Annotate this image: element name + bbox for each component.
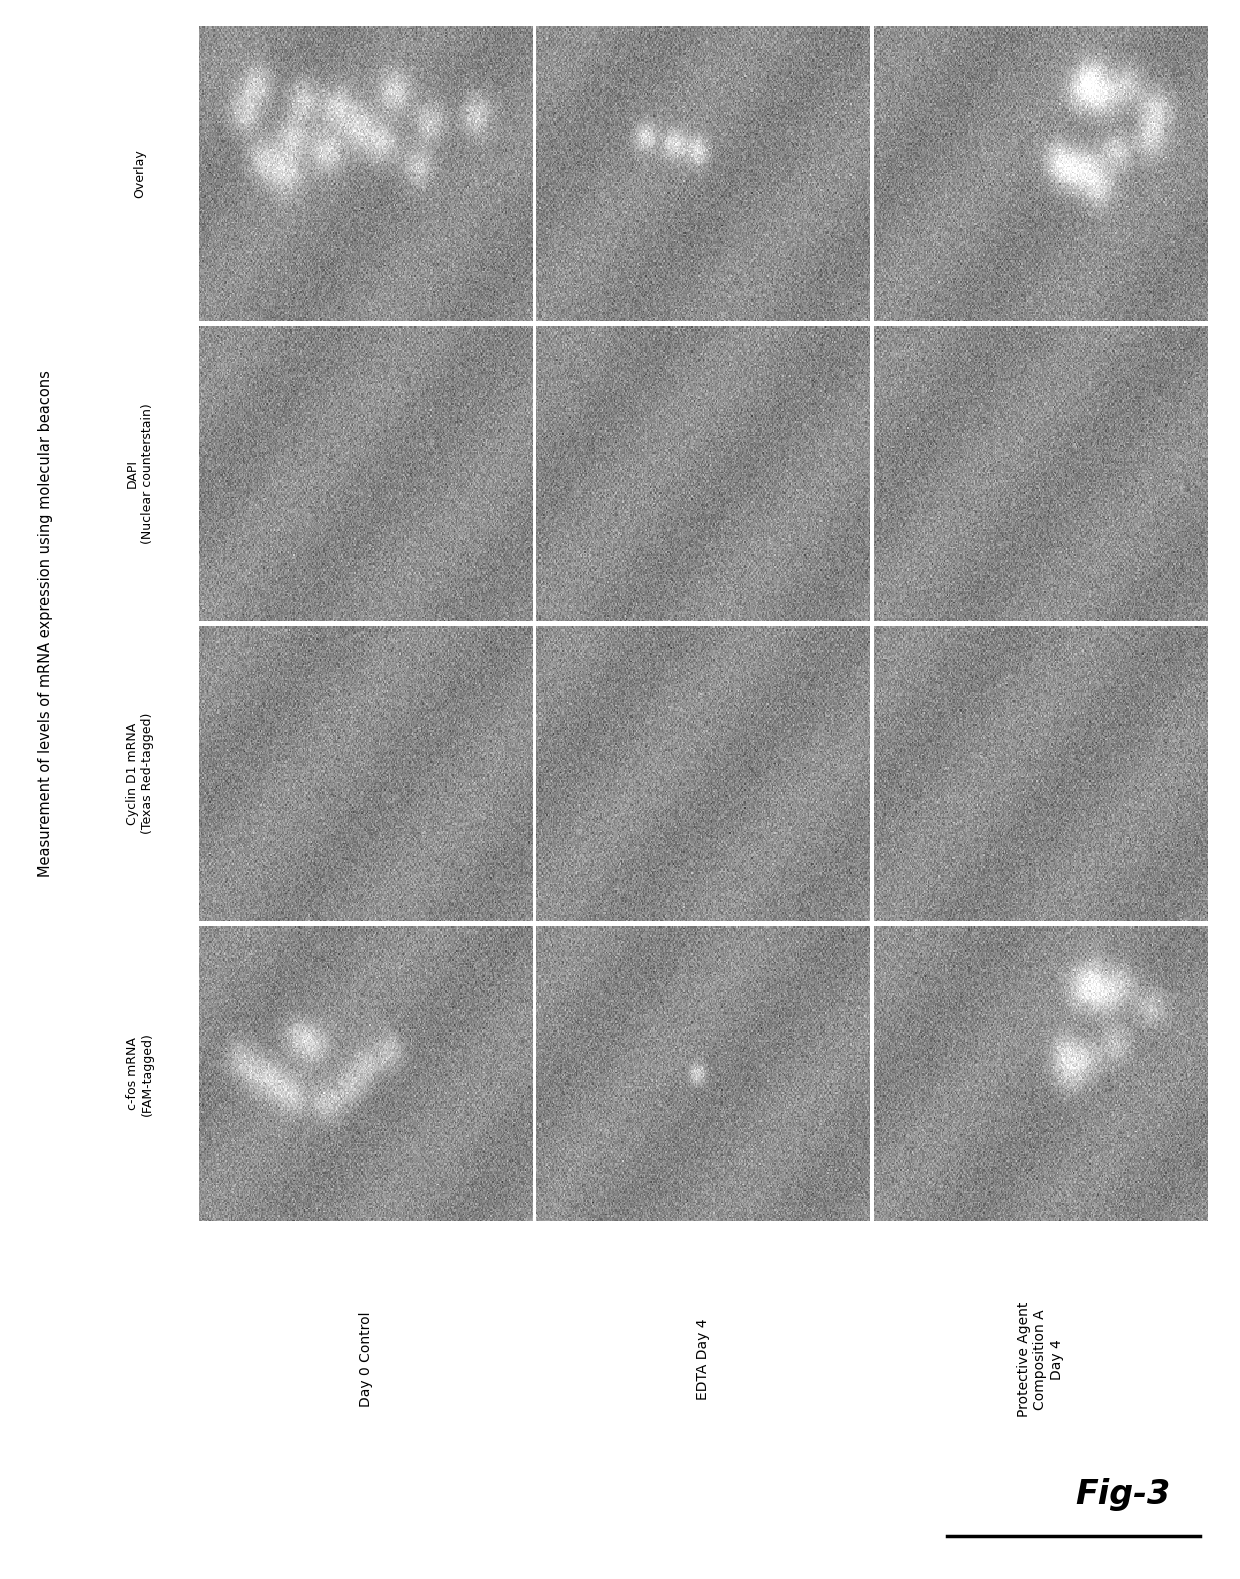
Text: EDTA Day 4: EDTA Day 4: [696, 1318, 711, 1401]
Text: Day 0 Control: Day 0 Control: [358, 1312, 373, 1407]
Text: Measurement of levels of mRNA expression using molecular beacons: Measurement of levels of mRNA expression…: [37, 369, 53, 878]
Text: Protective Agent
Composition A
Day 4: Protective Agent Composition A Day 4: [1017, 1301, 1064, 1418]
Text: c-fos mRNA
(FAM-tagged): c-fos mRNA (FAM-tagged): [125, 1031, 154, 1116]
Text: Cyclin D1 mRNA
(Texas Red-tagged): Cyclin D1 mRNA (Texas Red-tagged): [125, 714, 154, 834]
Text: Overlay: Overlay: [133, 150, 146, 197]
Text: DAPI
(Nuclear counterstain): DAPI (Nuclear counterstain): [125, 403, 154, 545]
Text: Fig-3: Fig-3: [1075, 1478, 1171, 1511]
